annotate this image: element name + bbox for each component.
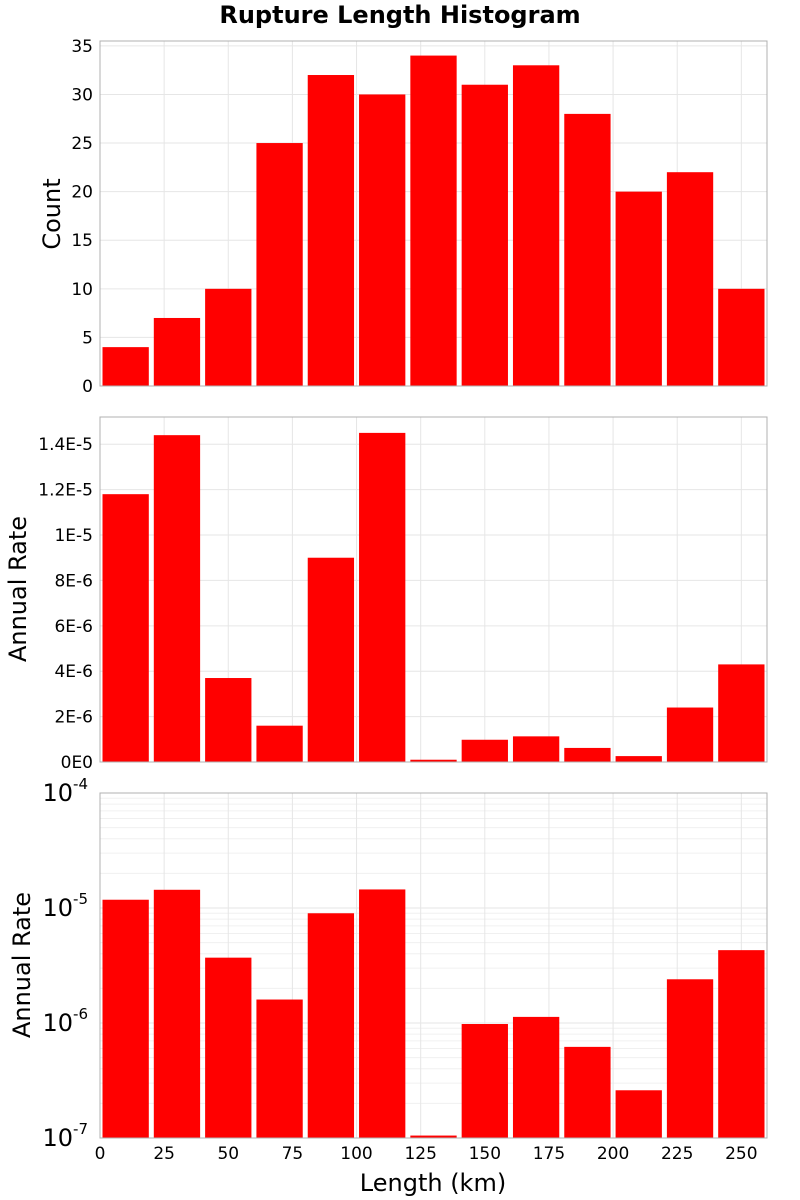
x-tick-label: 125 xyxy=(404,1144,436,1164)
y-axis-label: Annual Rate xyxy=(8,892,36,1038)
y-tick-label: 30 xyxy=(71,85,93,105)
bar xyxy=(718,288,765,386)
bar xyxy=(153,889,201,1138)
y-tick-label: 25 xyxy=(71,134,93,154)
bar xyxy=(205,678,252,762)
bar xyxy=(512,736,560,762)
y-tick-label: 10-7 xyxy=(42,1120,88,1152)
chart-panels: 0 5 10 15 20 25 30 35 Count 0E0 2E-6 4E-6 6E-6 8E-6 1E… xyxy=(4,37,768,1164)
x-tick-label: 175 xyxy=(533,1144,565,1164)
bar xyxy=(461,1024,508,1138)
y-tick-label: 20 xyxy=(71,183,93,203)
x-tick-label: 100 xyxy=(340,1144,372,1164)
bar xyxy=(615,756,662,762)
x-tick-label: 25 xyxy=(153,1144,175,1164)
bar xyxy=(461,739,508,762)
y-tick-label: 5 xyxy=(82,328,93,348)
bar xyxy=(153,317,201,386)
y-tick-label: 6E-6 xyxy=(54,617,93,637)
y-tick-label: 1.2E-5 xyxy=(38,481,93,501)
bar xyxy=(461,84,508,386)
bar xyxy=(307,557,355,762)
x-axis-label: Length (km) xyxy=(360,1169,506,1197)
bar xyxy=(410,55,457,387)
y-axis-label: Count xyxy=(38,178,66,249)
y-tick-label: 1.4E-5 xyxy=(38,435,93,455)
bar xyxy=(359,889,406,1138)
y-tick-label: 0 xyxy=(82,377,93,397)
bar xyxy=(102,494,149,762)
bar xyxy=(359,432,406,762)
chart-title: Rupture Length Histogram xyxy=(219,1,580,29)
x-tick-label: 0 xyxy=(95,1144,106,1164)
bar xyxy=(666,707,714,762)
y-tick-label: 2E-6 xyxy=(54,708,93,728)
y-axis-label: Annual Rate xyxy=(4,516,32,662)
panel-1: 0 5 10 15 20 25 30 35 Count xyxy=(38,37,768,397)
plot-frame xyxy=(99,792,768,1139)
bar xyxy=(564,1046,611,1138)
x-tick-label: 50 xyxy=(217,1144,239,1164)
x-tick-label: 250 xyxy=(725,1144,757,1164)
y-tick-label: 35 xyxy=(71,37,93,57)
y-tick-label: 8E-6 xyxy=(54,571,93,591)
x-tick-label: 75 xyxy=(282,1144,304,1164)
plot-frame xyxy=(99,416,768,763)
y-tick-label: 4E-6 xyxy=(54,662,93,682)
bar xyxy=(718,950,765,1138)
bar xyxy=(256,143,303,386)
y-tick-label: 1E-5 xyxy=(54,526,93,546)
bar xyxy=(102,899,149,1138)
bar xyxy=(307,913,355,1138)
bar xyxy=(205,957,252,1138)
bar xyxy=(307,75,355,386)
bar xyxy=(564,747,611,762)
bar xyxy=(615,1090,662,1138)
y-tick-label: 10-4 xyxy=(42,775,88,807)
bar xyxy=(410,1135,457,1138)
bar xyxy=(666,979,714,1138)
bar xyxy=(718,664,765,762)
bar xyxy=(205,288,252,386)
y-tick-label: 0E0 xyxy=(61,753,93,773)
bar xyxy=(615,191,662,386)
bar xyxy=(102,347,149,386)
bar xyxy=(666,172,714,386)
y-tick-label: 10-6 xyxy=(42,1005,88,1037)
bar xyxy=(359,94,406,386)
bar xyxy=(410,759,457,762)
bar xyxy=(256,999,303,1138)
x-tick-label: 200 xyxy=(597,1144,629,1164)
y-tick-label: 10-5 xyxy=(42,890,88,922)
y-tick-label: 10 xyxy=(71,280,93,300)
y-tick-label: 15 xyxy=(71,231,93,251)
plot-frame xyxy=(99,40,768,387)
bar xyxy=(153,435,201,762)
bar xyxy=(256,725,303,762)
bar xyxy=(512,65,560,386)
x-tick-label: 150 xyxy=(469,1144,501,1164)
bar xyxy=(512,1016,560,1138)
panel-3: 10-7 10-6 10-5 10-4 Annual Rate xyxy=(8,775,768,1152)
panel-2: 0E0 2E-6 4E-6 6E-6 8E-6 1E-5 1.2E-5 1.4E-5 Annua… xyxy=(4,416,768,773)
bar xyxy=(564,113,611,386)
x-tick-label: 225 xyxy=(661,1144,693,1164)
